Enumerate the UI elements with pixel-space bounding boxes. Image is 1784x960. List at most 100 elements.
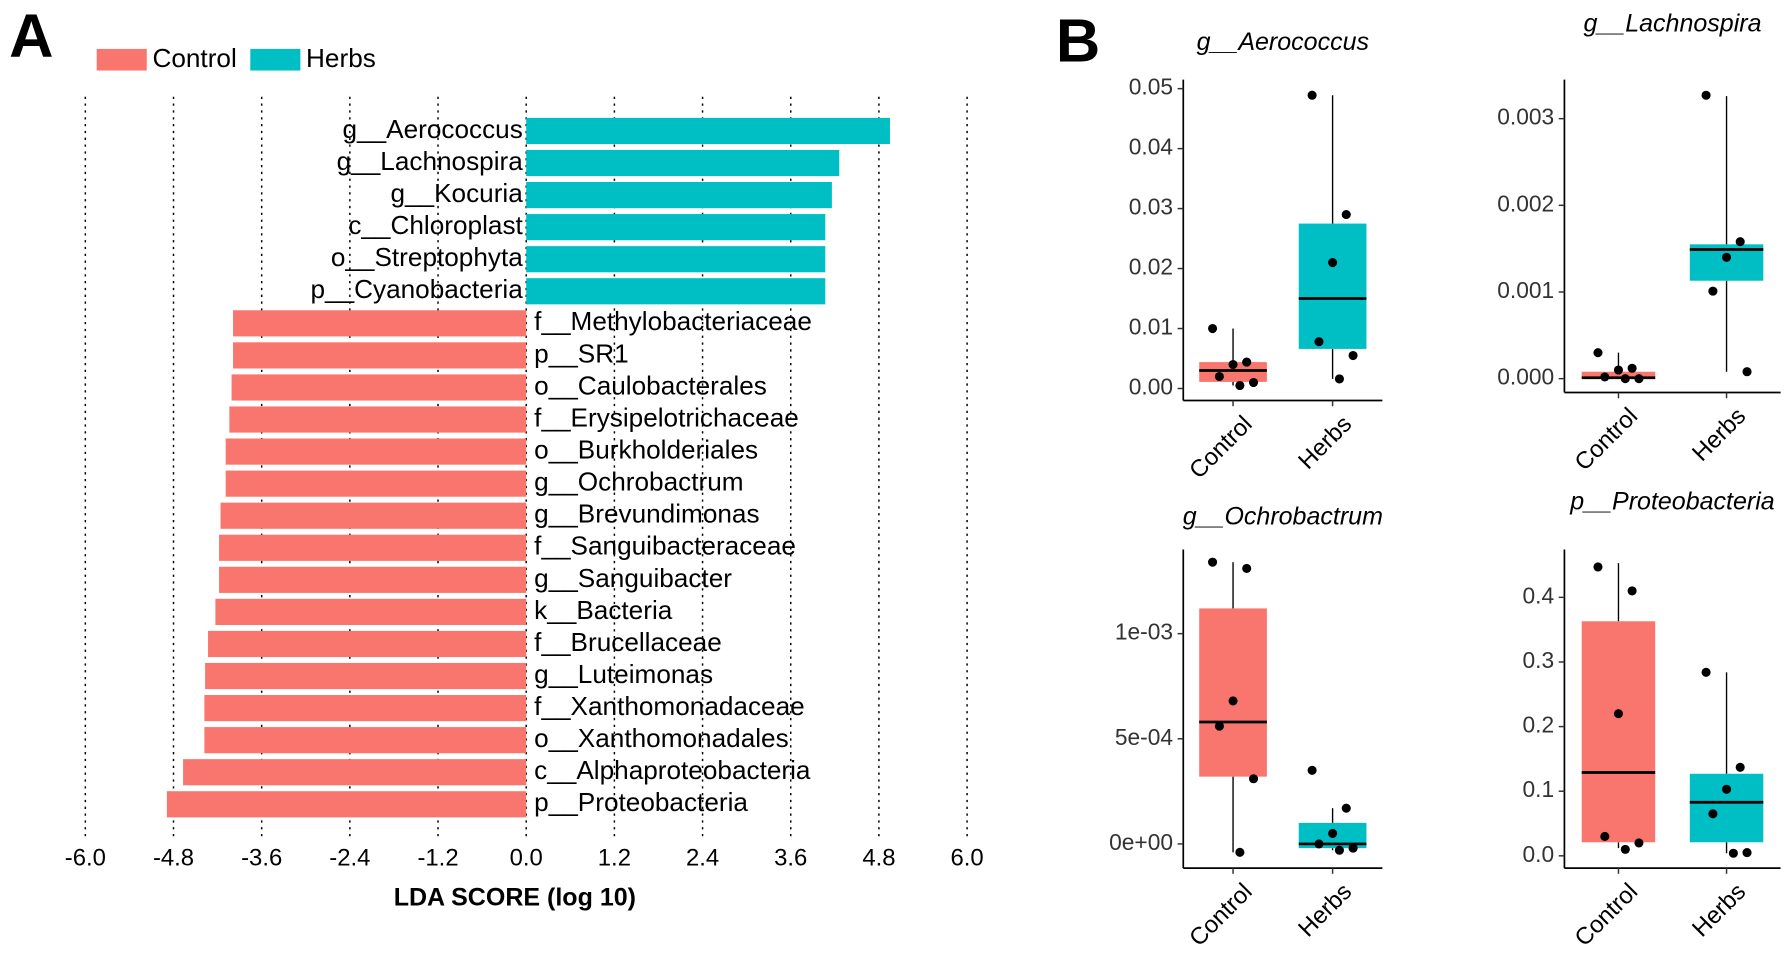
y-tick-label: 0.003 bbox=[1497, 104, 1554, 130]
bar bbox=[219, 534, 527, 561]
data-point bbox=[1708, 286, 1718, 296]
x-tick-label: 3.6 bbox=[774, 844, 807, 871]
data-point bbox=[1721, 252, 1732, 262]
bar bbox=[204, 695, 527, 722]
category-label: f__Brucellaceae bbox=[534, 627, 722, 657]
data-point bbox=[1334, 845, 1344, 855]
bar bbox=[204, 727, 527, 754]
category-label: p__Proteobacteria bbox=[534, 787, 748, 817]
bar bbox=[229, 406, 527, 433]
data-point bbox=[1328, 258, 1338, 268]
data-point bbox=[1742, 367, 1752, 377]
data-point bbox=[1593, 562, 1603, 572]
bar bbox=[526, 181, 832, 209]
legend-label: Control bbox=[152, 43, 236, 73]
data-point bbox=[1735, 237, 1745, 247]
panel-title: p__Proteobacteria bbox=[1569, 487, 1775, 515]
x-tick-label: 4.8 bbox=[862, 844, 895, 871]
y-tick-label: 0.0 bbox=[1523, 841, 1555, 867]
x-tick-label: Herbs bbox=[1293, 411, 1357, 475]
category-label: k__Bacteria bbox=[534, 595, 673, 625]
bar bbox=[526, 149, 840, 177]
bar bbox=[219, 566, 527, 593]
data-point bbox=[1248, 377, 1259, 388]
bar bbox=[233, 310, 527, 337]
data-point bbox=[1314, 839, 1324, 849]
y-tick-label: 0.3 bbox=[1523, 647, 1555, 673]
data-point bbox=[1214, 721, 1224, 731]
bar bbox=[166, 791, 527, 818]
category-label: f__Sanguibacteraceae bbox=[534, 531, 796, 561]
y-tick-label: 0.01 bbox=[1129, 314, 1173, 340]
y-tick-label: 1e-03 bbox=[1115, 619, 1173, 645]
bar bbox=[526, 246, 826, 273]
category-label: g__Brevundimonas bbox=[534, 499, 759, 529]
x-tick-label: Control bbox=[1184, 411, 1258, 485]
category-label: c__Alphaproteobacteria bbox=[534, 755, 811, 785]
y-tick-label: 0.00 bbox=[1129, 374, 1173, 400]
category-label: f__Xanthomonadaceae bbox=[534, 691, 805, 721]
category-label: g__Aerococcus bbox=[343, 114, 523, 144]
category-label: o__Xanthomonadales bbox=[534, 723, 789, 753]
data-point bbox=[1627, 586, 1637, 596]
bar bbox=[526, 117, 890, 145]
bar bbox=[208, 630, 527, 658]
box bbox=[1689, 773, 1764, 843]
category-label: g__Luteimonas bbox=[534, 659, 713, 689]
x-tick-label: -2.4 bbox=[329, 844, 370, 871]
y-tick-label: 0.03 bbox=[1129, 194, 1173, 220]
bar bbox=[215, 598, 527, 625]
bar bbox=[183, 759, 527, 786]
box bbox=[1581, 621, 1656, 843]
data-point bbox=[1613, 709, 1624, 719]
bar bbox=[225, 438, 527, 465]
data-point bbox=[1235, 380, 1245, 391]
y-tick-label: 0.001 bbox=[1497, 277, 1554, 303]
category-label: c__Chloroplast bbox=[348, 210, 523, 240]
x-tick-label: -4.8 bbox=[153, 844, 194, 871]
bar bbox=[526, 214, 826, 241]
category-label: g__Lachnospira bbox=[337, 146, 524, 176]
data-point bbox=[1634, 374, 1644, 384]
data-point bbox=[1228, 696, 1238, 706]
data-point bbox=[1208, 323, 1218, 334]
data-point bbox=[1735, 762, 1745, 772]
box bbox=[1298, 223, 1367, 349]
data-point bbox=[1334, 374, 1344, 384]
x-tick-label: Control bbox=[1570, 878, 1644, 952]
x-tick-label: Control bbox=[1184, 878, 1258, 952]
data-point bbox=[1307, 90, 1317, 100]
y-tick-label: 0.000 bbox=[1497, 364, 1554, 390]
data-point bbox=[1593, 348, 1603, 358]
y-tick-label: 0.05 bbox=[1129, 74, 1173, 100]
bar bbox=[526, 278, 826, 305]
data-point bbox=[1613, 365, 1624, 375]
y-tick-label: 0.04 bbox=[1129, 134, 1173, 160]
data-point bbox=[1742, 848, 1752, 858]
bar bbox=[225, 470, 527, 497]
data-point bbox=[1600, 831, 1610, 841]
data-point bbox=[1701, 90, 1711, 100]
data-point bbox=[1242, 357, 1252, 367]
y-tick-label: 0.002 bbox=[1497, 190, 1554, 216]
x-tick-label: 0.0 bbox=[510, 844, 543, 871]
y-tick-label: 5e-04 bbox=[1115, 724, 1173, 750]
data-point bbox=[1620, 374, 1630, 384]
x-tick-label: 6.0 bbox=[950, 844, 983, 871]
box bbox=[1581, 371, 1656, 379]
x-tick-label: -1.2 bbox=[417, 844, 458, 871]
y-tick-label: 0.2 bbox=[1523, 712, 1555, 738]
panel-title: g__Lachnospira bbox=[1583, 10, 1761, 38]
data-point bbox=[1242, 563, 1252, 574]
bar bbox=[231, 374, 527, 401]
panel-letter: A bbox=[9, 2, 53, 71]
category-label: g__Ochrobactrum bbox=[534, 467, 743, 497]
panel-title: g__Ochrobactrum bbox=[1183, 502, 1383, 530]
y-tick-label: 0.1 bbox=[1523, 776, 1555, 802]
data-point bbox=[1348, 350, 1358, 361]
data-point bbox=[1348, 843, 1358, 853]
category-label: o__Caulobacterales bbox=[534, 370, 767, 400]
figure-body: A -6.0 -4.8 -3.6 -2.4 -1.2 0.0 1.2 2.4 3.6 4.8 6.0 L… bbox=[9, 2, 1781, 952]
bar bbox=[233, 342, 527, 369]
x-tick-label: 2.4 bbox=[686, 844, 719, 871]
